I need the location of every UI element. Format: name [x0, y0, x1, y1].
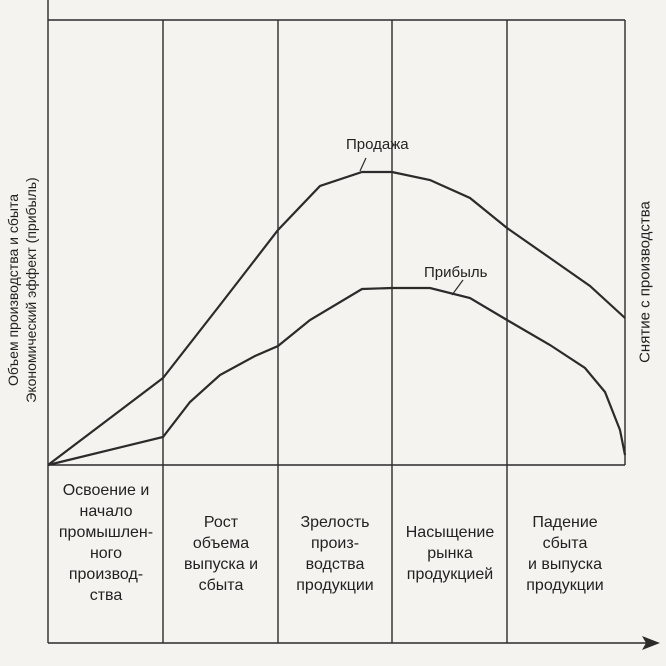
profit-label-pointer: [451, 279, 464, 296]
x-axis-arrow-icon: [642, 636, 660, 650]
profit-label: Прибыль: [424, 264, 488, 281]
stage-label-maturity: Зрелость произ- водства продукции: [296, 514, 374, 594]
stage-label-saturation: Насыщение рынка продукцией: [405, 524, 495, 583]
stage-label-decline: Падение сбыта и выпуска продукции: [526, 514, 604, 594]
y-axis-title-line2: Экономический эффект (прибыль): [23, 177, 39, 403]
profit-curve: [47, 286, 627, 467]
sales-label-pointer: [359, 157, 367, 172]
stage-label-growth: Рост объема выпуска и сбыта: [183, 514, 259, 594]
y-axis-title: Объем производства и сбыта Экономический…: [4, 110, 40, 470]
sales-label: Продажа: [346, 136, 409, 153]
sales-curve: [47, 170, 626, 466]
y-axis-title-line1: Объем производства и сбыта: [5, 194, 21, 387]
time-axis: [48, 636, 660, 650]
stage-label-introduction: Освоение и начало промышлен- ного произв…: [58, 482, 154, 604]
withdrawal-label: Снятие с производства: [636, 201, 654, 363]
stage-dividers: [47, 0, 626, 643]
